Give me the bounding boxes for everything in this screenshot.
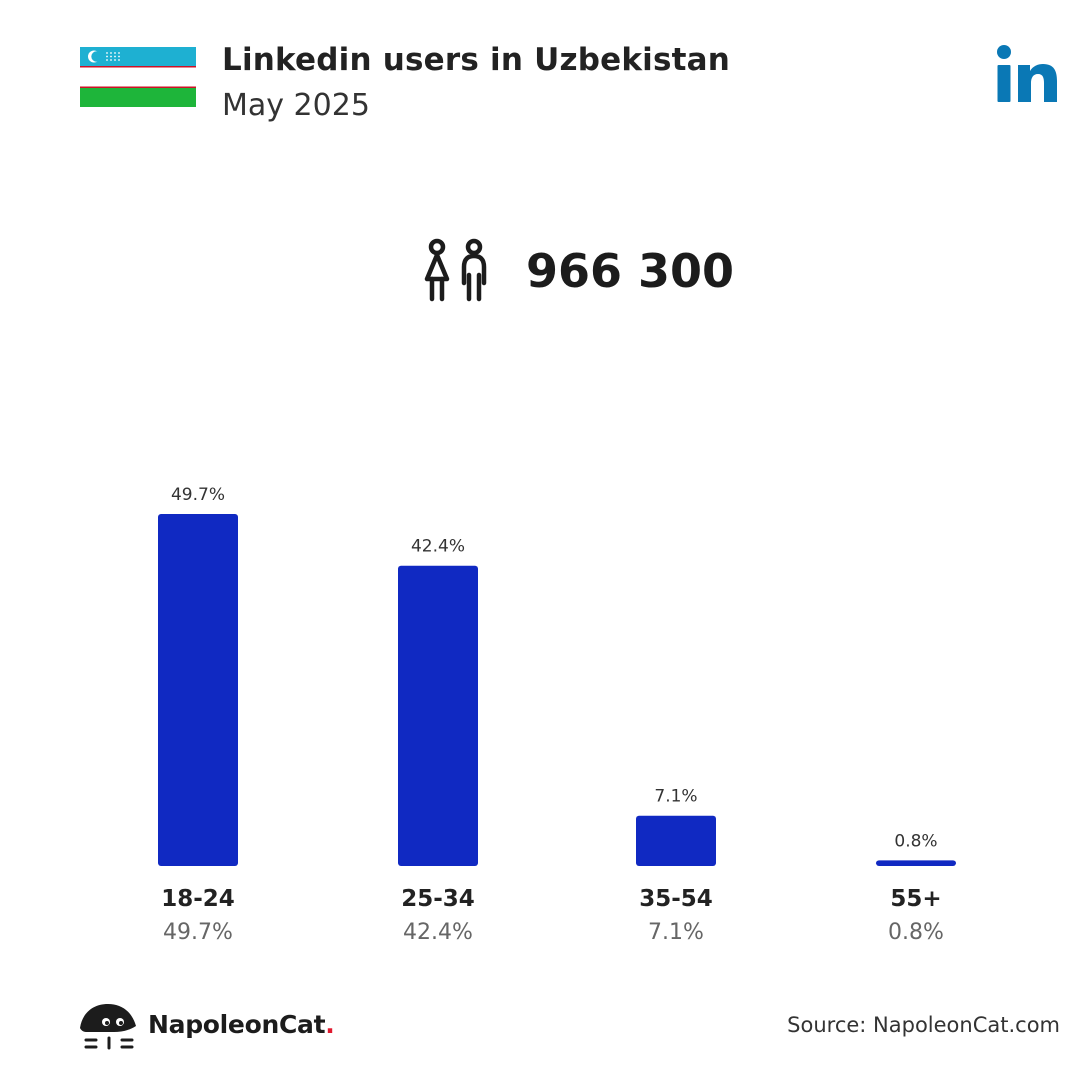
uzbekistan-flag-icon <box>80 47 196 107</box>
bar-value-label: 42.4% <box>411 537 465 557</box>
category-label: 18-24 <box>161 886 235 912</box>
total-users: 966 300 <box>420 235 734 307</box>
people-icon <box>424 238 487 302</box>
bar-35-54 <box>636 815 716 866</box>
bar-18-24 <box>158 514 238 866</box>
category-label: 25-34 <box>401 886 475 912</box>
total-users-value: 966 300 <box>526 244 735 298</box>
category-percent-label: 7.1% <box>648 920 704 945</box>
napoleoncat-icon <box>80 1004 136 1050</box>
bar-55+ <box>876 860 956 866</box>
category-percent-label: 42.4% <box>403 920 473 945</box>
brand-name: NapoleonCat. <box>148 1010 335 1039</box>
category-label: 35-54 <box>639 886 713 912</box>
page-title: Linkedin users in Uzbekistan <box>222 42 731 78</box>
bar-25-34 <box>398 565 478 866</box>
page-subtitle: May 2025 <box>222 88 370 123</box>
category-percent-label: 0.8% <box>888 920 944 945</box>
linkedin-icon <box>997 45 1057 102</box>
category-percent-label: 49.7% <box>163 920 233 945</box>
category-label: 55+ <box>890 886 941 912</box>
bar-value-label: 49.7% <box>171 485 225 505</box>
bar-value-label: 0.8% <box>894 831 937 851</box>
source-label: Source: NapoleonCat.com <box>787 1013 1060 1037</box>
bar-value-label: 7.1% <box>654 787 697 807</box>
